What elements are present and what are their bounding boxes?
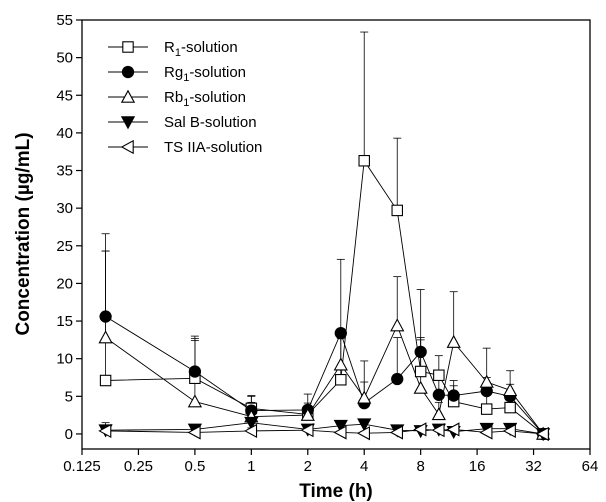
x-tick-label: 0.25: [124, 458, 153, 475]
legend: R1-solution Rg1-solution Rb1-solution Sal B…: [108, 39, 262, 156]
plot-frame: [81, 19, 591, 450]
r-point: [504, 401, 516, 414]
ts-iia-point: [431, 423, 445, 438]
ts-iia-point: [98, 423, 112, 439]
y-tick-label: 55: [56, 12, 73, 29]
ts-iia-line: [105, 428, 544, 435]
ts-iia-point: [187, 425, 201, 440]
rb-point: [300, 407, 315, 421]
rg-point: [334, 326, 347, 340]
ts-iia-point: [356, 426, 370, 441]
y-tick-label: 25: [56, 238, 73, 255]
rb-point: [333, 357, 348, 371]
ts-iia-point: [300, 423, 314, 438]
x-tick-label: 16: [469, 458, 486, 475]
rb-point: [446, 334, 461, 348]
rb-point: [357, 390, 372, 404]
rg-point: [391, 372, 404, 386]
ts-iia-point: [479, 425, 493, 440]
x-tick-label: 4: [360, 458, 368, 475]
r-point: [335, 374, 347, 386]
x-tick-label: 1: [247, 458, 255, 475]
x-tick-label: 32: [525, 458, 542, 475]
rg-line: [105, 316, 544, 435]
ts-iia-point: [446, 422, 460, 437]
legend-label-r: R1-solution: [164, 39, 238, 59]
r-point: [358, 154, 370, 167]
r-point: [414, 365, 427, 378]
sal-b-point: [244, 416, 259, 431]
axes-layer: [81, 19, 591, 450]
y-tick-label: 15: [56, 313, 73, 330]
legend-label-rg: Rg1-solution: [164, 64, 246, 84]
rg-point: [188, 365, 202, 378]
rb-point: [98, 330, 113, 344]
ts-iia-point: [389, 425, 403, 440]
x-axis-title: Time (h): [299, 481, 373, 502]
x-tick-label: 8: [416, 458, 424, 475]
rg-point: [432, 388, 445, 401]
legend-marker-sal-b: [120, 116, 136, 130]
rg-point: [99, 310, 112, 323]
legend-label-ts-iia: TS IIA-solution: [164, 139, 262, 156]
rb-point: [187, 394, 203, 408]
y-tick-label: 20: [56, 275, 73, 292]
y-tick-label: 35: [56, 163, 73, 180]
x-tick-label: 0.5: [184, 458, 205, 475]
series-layer: [98, 154, 551, 442]
rb-point: [390, 318, 405, 332]
ts-iia-point: [413, 422, 427, 437]
r-line: [105, 159, 544, 435]
r-point: [99, 374, 112, 387]
sal-b-point: [333, 419, 348, 434]
ts-iia-point: [243, 423, 258, 439]
y-axis-title: Concentration (µg/mL): [13, 132, 34, 335]
rg-point: [414, 345, 427, 359]
r-point: [391, 204, 403, 217]
legend-marker-rg: [121, 65, 135, 79]
sal-b-point: [357, 418, 372, 432]
x-tick-label: 64: [582, 458, 599, 475]
legend-label-rb: Rb1-solution: [164, 89, 246, 109]
ts-iia-point: [333, 425, 347, 440]
y-tick-label: 50: [56, 50, 73, 67]
legend-marker-r: [122, 41, 134, 53]
y-tick-label: 0: [65, 426, 73, 443]
legend-label-sal-b: Sal B-solution: [164, 114, 257, 131]
rb-point: [479, 374, 494, 388]
y-tick-label: 45: [56, 87, 73, 104]
y-tick-label: 5: [65, 388, 73, 405]
rb-point: [431, 407, 446, 421]
ts-iia-point: [502, 423, 516, 439]
legend-marker-rb: [120, 89, 136, 103]
rb-point: [413, 380, 428, 394]
legend-marker-ts-iia: [120, 139, 134, 155]
rb-line: [105, 324, 544, 435]
rb-point: [503, 382, 518, 397]
r-point: [433, 369, 445, 381]
r-point: [480, 403, 493, 415]
y-tick-label: 10: [56, 351, 73, 368]
y-tick-label: 30: [56, 200, 73, 217]
ticks-layer: 0.125 0.25 0.5 1 2 4 8 16 32 64 0 5 10 15 20 25 30 35 40 45…: [56, 12, 598, 475]
x-tick-label: 0.125: [63, 458, 101, 475]
x-tick-label: 2: [304, 458, 312, 475]
ts-iia-point: [535, 426, 549, 442]
y-tick-label: 40: [56, 125, 73, 142]
rg-point: [447, 389, 460, 402]
